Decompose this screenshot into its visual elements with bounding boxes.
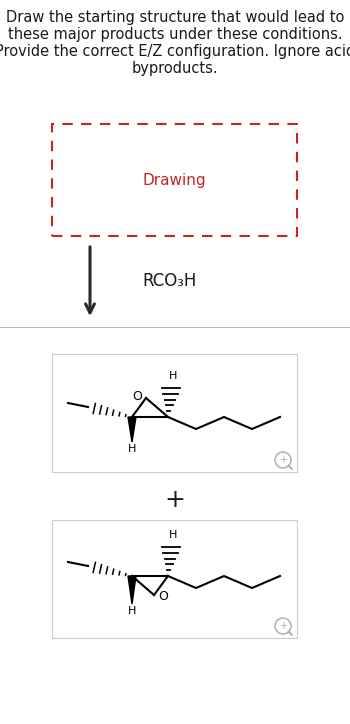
- Text: RCO₃H: RCO₃H: [143, 272, 197, 290]
- Text: Drawing: Drawing: [143, 172, 206, 188]
- Text: +: +: [279, 621, 287, 631]
- Text: +: +: [279, 455, 287, 465]
- Text: +: +: [164, 488, 186, 512]
- Polygon shape: [128, 417, 136, 442]
- Text: Provide the correct E/Z configuration. Ignore acid: Provide the correct E/Z configuration. I…: [0, 44, 350, 59]
- Bar: [52, 124, 297, 236]
- Bar: [52, 354, 297, 472]
- Text: H: H: [169, 530, 177, 540]
- Text: O: O: [132, 390, 142, 403]
- Text: O: O: [158, 589, 168, 602]
- Bar: [52, 520, 297, 638]
- Text: byproducts.: byproducts.: [132, 61, 218, 76]
- Text: H: H: [128, 444, 136, 454]
- Text: Draw the starting structure that would lead to: Draw the starting structure that would l…: [6, 10, 344, 25]
- Text: H: H: [128, 606, 136, 616]
- Text: H: H: [169, 371, 177, 381]
- Polygon shape: [128, 576, 136, 604]
- Text: these major products under these conditions.: these major products under these conditi…: [8, 27, 342, 42]
